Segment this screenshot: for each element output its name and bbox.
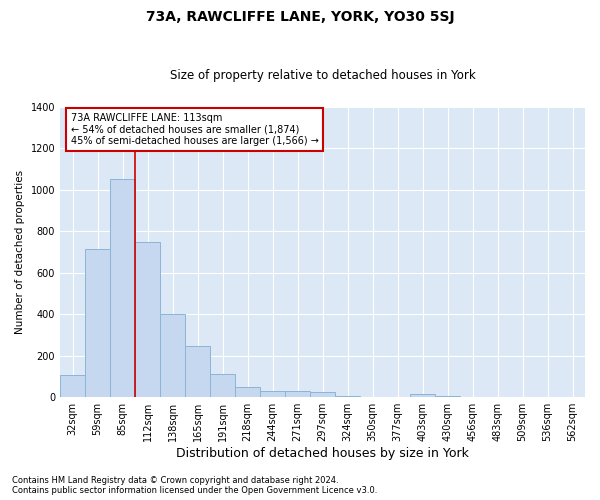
Bar <box>285 391 310 397</box>
Bar <box>410 394 435 397</box>
Bar <box>210 374 235 397</box>
Bar <box>60 376 85 397</box>
Bar <box>310 392 335 397</box>
Bar <box>185 346 210 397</box>
Text: 73A, RAWCLIFFE LANE, YORK, YO30 5SJ: 73A, RAWCLIFFE LANE, YORK, YO30 5SJ <box>146 10 454 24</box>
Bar <box>260 391 285 397</box>
Bar <box>85 249 110 397</box>
Bar <box>235 387 260 397</box>
Bar <box>435 396 460 397</box>
Text: 73A RAWCLIFFE LANE: 113sqm
← 54% of detached houses are smaller (1,874)
45% of s: 73A RAWCLIFFE LANE: 113sqm ← 54% of deta… <box>71 112 319 146</box>
Text: Contains HM Land Registry data © Crown copyright and database right 2024.
Contai: Contains HM Land Registry data © Crown c… <box>12 476 377 495</box>
Bar <box>160 314 185 397</box>
X-axis label: Distribution of detached houses by size in York: Distribution of detached houses by size … <box>176 447 469 460</box>
Y-axis label: Number of detached properties: Number of detached properties <box>15 170 25 334</box>
Title: Size of property relative to detached houses in York: Size of property relative to detached ho… <box>170 69 475 82</box>
Bar <box>110 180 135 397</box>
Bar <box>335 396 360 397</box>
Bar <box>135 242 160 397</box>
